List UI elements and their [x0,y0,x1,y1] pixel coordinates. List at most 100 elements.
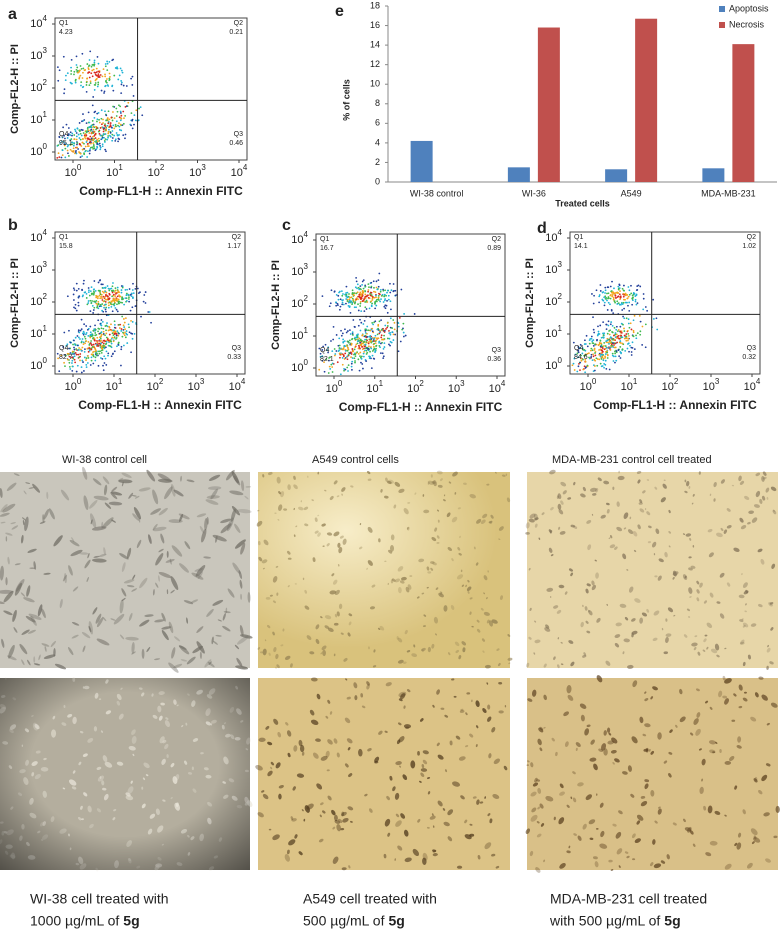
tick-base: 10 [326,383,338,395]
event-dot [606,352,608,354]
event-dot [387,322,389,324]
event-dot [351,369,353,371]
event-dot [352,302,354,304]
tick-exponent: 0 [558,356,563,365]
event-dot [58,156,60,158]
event-dot [101,109,103,111]
event-dot [95,334,97,336]
event-dot [101,319,103,321]
event-dot [132,128,134,130]
y-tick-label: 4 [375,137,380,147]
event-dot [605,353,607,355]
event-dot [90,82,92,84]
event-dot [370,282,372,284]
panel-letter: b [8,217,18,234]
event-dot [590,356,592,358]
event-dot [72,344,74,346]
event-dot [351,338,353,340]
event-dot [388,295,390,297]
tick-exponent: 2 [160,163,165,172]
event-dot [89,150,91,152]
quadrant-name: Q3 [492,347,501,354]
quadrant-value: 0.21 [229,29,243,36]
event-dot [75,352,77,354]
quadrant-name: Q1 [320,236,329,243]
event-dot [57,80,59,82]
event-dot [113,128,115,130]
x-tick-label: 102 [407,379,424,395]
event-dot [594,352,596,354]
event-dot [103,92,105,94]
tick-base: 10 [189,167,201,179]
event-dot [69,366,71,368]
event-dot [338,299,340,301]
event-dot [380,343,382,345]
event-dot [113,135,115,137]
event-dot [58,152,60,154]
event-dot [121,285,123,287]
event-dot [120,112,122,114]
event-dot [145,302,147,304]
event-dot [351,353,353,355]
event-dot [600,363,602,365]
event-dot [341,354,343,356]
event-dot [89,347,91,349]
event-dot [82,86,84,88]
event-dot [81,366,83,368]
event-dot [344,358,346,360]
event-dot [346,345,348,347]
event-dot [92,64,94,66]
event-dot [374,297,376,299]
event-dot [99,76,101,78]
event-dot [361,295,363,297]
event-dot [98,303,100,305]
event-dot [71,370,73,372]
event-dot [114,327,116,329]
tick-exponent: 1 [558,324,563,333]
event-dot [656,329,658,331]
event-dot [609,329,611,331]
event-dot [628,318,630,320]
event-dot [613,360,615,362]
event-dot [607,309,609,311]
event-dot [86,156,88,158]
event-dot [358,310,360,312]
event-dot [612,353,614,355]
event-dot [124,328,126,330]
event-dot [603,345,605,347]
event-dot [612,312,614,314]
event-dot [129,331,131,333]
tick-base: 10 [30,82,42,94]
event-dot [89,136,91,138]
event-dot [133,124,135,126]
event-dot [358,287,360,289]
event-dot [619,340,621,342]
event-dot [612,295,614,297]
event-dot [96,147,98,149]
event-dot [99,305,101,307]
event-dot [124,137,126,139]
event-dot [73,294,75,296]
tick-base: 10 [662,381,674,393]
event-dot [86,122,88,124]
event-dot [633,330,635,332]
tick-base: 10 [580,381,592,393]
event-dot [611,309,613,311]
event-dot [627,340,629,342]
event-dot [625,337,627,339]
event-dot [384,325,386,327]
micrograph-glow [258,472,510,668]
event-dot [94,134,96,136]
event-dot [79,360,81,362]
event-dot [385,307,387,309]
event-dot [85,325,87,327]
event-dot [349,301,351,303]
event-dot [97,82,99,84]
cell [498,710,503,713]
event-dot [358,338,360,340]
event-dot [81,319,83,321]
event-dot [607,325,609,327]
event-dot [571,364,573,366]
panel-letter: c [282,217,291,234]
event-dot [339,345,341,347]
